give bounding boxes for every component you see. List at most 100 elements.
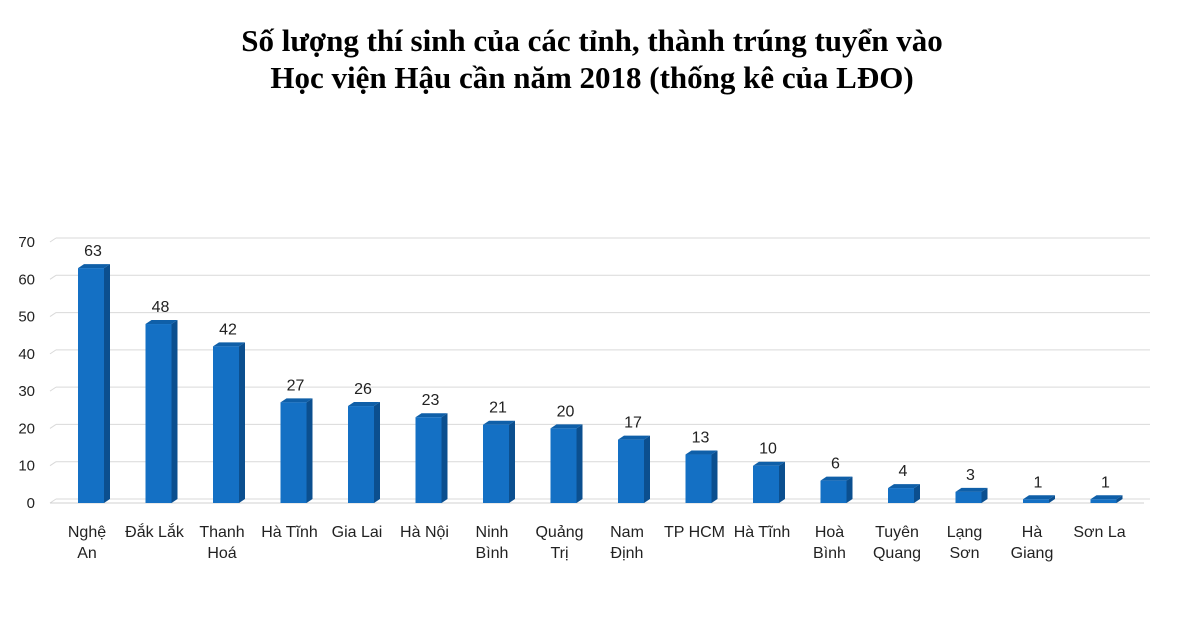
category-label: TP HCM [664, 524, 725, 541]
bar-front [483, 424, 509, 503]
bar-front [78, 268, 104, 503]
bar-top [753, 461, 785, 466]
bar-top [213, 342, 245, 347]
data-label: 10 [759, 441, 777, 458]
data-label: 17 [624, 415, 642, 432]
bar-front [753, 465, 779, 503]
bar-top [415, 413, 448, 418]
bar-side [441, 413, 448, 503]
bar [483, 420, 515, 503]
bar [685, 450, 718, 503]
category-label: Hoà Bình [813, 524, 846, 562]
bar-front [280, 402, 307, 503]
category-label: Hà Nội [400, 524, 449, 541]
bar-side [981, 487, 988, 503]
bar-front [213, 346, 239, 503]
category-label-line: Quang [873, 545, 921, 562]
category-label: Nghệ An [68, 524, 106, 562]
y-tick-label: 10 [18, 458, 35, 475]
bar [78, 264, 110, 503]
category-label: Sơn La [1073, 524, 1125, 541]
bar [618, 435, 650, 503]
bar-top [483, 420, 515, 425]
bar-top [820, 476, 853, 481]
category-label-line: Hà Tĩnh [734, 524, 791, 541]
bar-top [1090, 495, 1123, 500]
category-label: Hà Giang [1011, 524, 1054, 562]
bar-side [1049, 495, 1055, 503]
data-label: 1 [1034, 474, 1043, 491]
data-labels: 63 48 42 27 26 23 21 20 17 13 10 6 4 3 1 1 [84, 243, 1110, 491]
category-label: Tuyên Quang [873, 524, 921, 562]
y-tick-label: 70 [18, 234, 35, 251]
bar [820, 476, 853, 503]
data-label: 6 [831, 456, 840, 473]
bar-front [955, 491, 982, 503]
y-tick-label: 0 [27, 495, 35, 512]
bar-side [171, 320, 178, 503]
gridline-depth [49, 312, 57, 317]
category-label-line: Trị [550, 545, 568, 562]
bar-front [145, 324, 172, 503]
category-label-line: Giang [1011, 545, 1054, 562]
bar [888, 484, 920, 503]
chart-title: Số lượng thí sinh của các tỉnh, thành tr… [0, 22, 1184, 96]
category-label-line: Bình [813, 545, 846, 562]
category-label: Đắk Lắk [125, 522, 185, 541]
category-label-line: Hoà [815, 524, 844, 541]
bar-side [576, 424, 583, 503]
chart-title-line-2: Học viện Hậu cần năm 2018 (thống kê của … [270, 60, 914, 95]
gridline-depth [49, 274, 57, 280]
y-tick-label: 40 [18, 346, 35, 363]
bar [145, 320, 178, 503]
bar-side [779, 461, 785, 503]
bar [415, 413, 448, 503]
bar-top [280, 398, 313, 403]
bar-front [550, 428, 577, 503]
data-label: 63 [84, 243, 102, 260]
data-label: 27 [287, 377, 305, 394]
bar-side [306, 398, 313, 503]
category-label-line: Sơn La [1073, 524, 1125, 541]
category-label-line: Bình [476, 545, 509, 562]
data-label: 3 [966, 467, 975, 484]
category-label: Ninh Bình [476, 524, 509, 562]
bar-front [348, 406, 374, 503]
data-label: 48 [152, 299, 170, 316]
category-label-line: Sơn [949, 545, 979, 562]
bar-side [374, 402, 380, 503]
bar [955, 487, 988, 503]
category-label-line: Gia Lai [332, 524, 383, 541]
bar [1023, 495, 1055, 503]
gridline-depth [49, 237, 57, 243]
bar-side [711, 450, 718, 503]
category-label-line: Hà Tĩnh [261, 524, 318, 541]
data-label: 13 [692, 430, 710, 447]
category-label-line: Hoá [207, 545, 236, 562]
data-label: 1 [1101, 474, 1110, 491]
category-label-line: Ninh [476, 524, 509, 541]
data-label: 4 [899, 463, 908, 480]
bars [78, 264, 1123, 503]
category-label: Hà Tĩnh [261, 524, 318, 541]
bar-front [1023, 499, 1049, 503]
y-tick-label: 20 [18, 420, 35, 437]
category-label-line: Lạng [947, 524, 983, 541]
category-label-line: Hà [1022, 524, 1043, 541]
bar [348, 402, 380, 503]
category-label-line: Tuyên [875, 524, 919, 541]
data-label: 26 [354, 381, 372, 398]
category-labels: Nghệ An Đắk Lắk Thanh Hoá Hà Tĩnh Gia Lai Hà Nộ… [68, 522, 1126, 562]
bar-top [685, 450, 718, 455]
gridline-depth [49, 424, 57, 429]
gridline-depth [49, 498, 57, 504]
category-label: Nam Định [610, 524, 644, 562]
bar-top [888, 484, 920, 489]
bar [213, 342, 245, 503]
bar-side [239, 342, 245, 503]
bar-front [415, 417, 442, 503]
bar-side [509, 420, 515, 503]
bar [550, 424, 583, 503]
category-label: Gia Lai [332, 524, 383, 541]
